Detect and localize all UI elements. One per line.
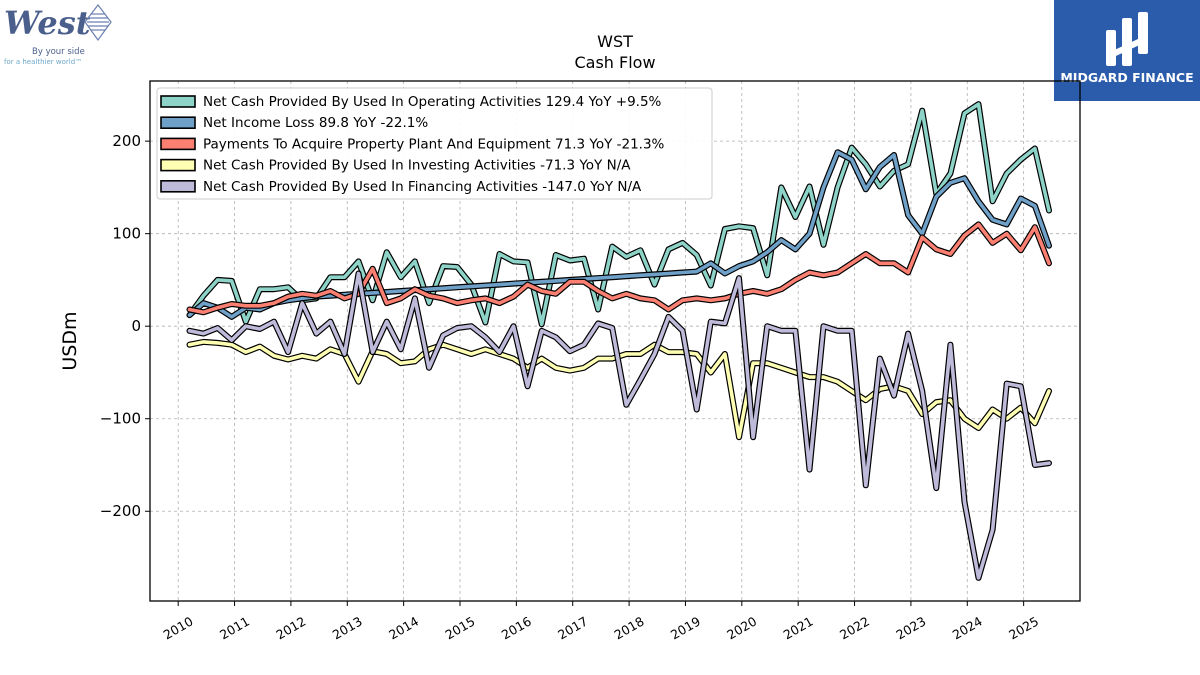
x-tick-label: 2017 bbox=[555, 614, 590, 643]
series-line-3 bbox=[186, 221, 1052, 316]
y-axis-label: USDm bbox=[59, 311, 81, 370]
series-line-stroke bbox=[187, 102, 1051, 327]
series-line-5 bbox=[186, 270, 1052, 581]
x-tick-label: 2010 bbox=[161, 614, 196, 643]
series-line-1 bbox=[186, 101, 1052, 328]
west-logo-diamond-icon bbox=[84, 4, 112, 42]
plot-frame bbox=[149, 80, 1081, 602]
west-logo-tagline-2: for a healthier world™ bbox=[4, 58, 82, 66]
legend-item-3: Payments To Acquire Property Plant And E… bbox=[160, 136, 665, 152]
x-tick-label: 2015 bbox=[442, 614, 477, 643]
x-tick-label: 2011 bbox=[217, 614, 252, 643]
x-tick-label: 2024 bbox=[950, 614, 985, 643]
legend-swatch bbox=[160, 116, 196, 129]
x-tick-label: 2013 bbox=[330, 614, 365, 643]
x-tick-label: 2022 bbox=[837, 614, 872, 643]
legend-label: Payments To Acquire Property Plant And E… bbox=[203, 136, 665, 152]
west-logo-wordmark: West bbox=[4, 4, 91, 42]
x-tick-label: 2016 bbox=[499, 614, 534, 643]
chart-title: WST bbox=[597, 32, 633, 51]
series-lines bbox=[186, 101, 1052, 581]
series-line-stroke bbox=[187, 222, 1051, 315]
legend-box bbox=[156, 87, 713, 200]
midgard-logo-wordmark: MIDGARD FINANCE bbox=[1060, 70, 1193, 85]
legend-label: Net Cash Provided By Used In Operating A… bbox=[203, 94, 662, 110]
legend-swatch bbox=[160, 158, 196, 172]
y-axis-ticks: −200 −100 0 100 200 bbox=[100, 132, 150, 520]
x-tick-label: 2025 bbox=[1006, 614, 1041, 643]
x-axis-ticks: 2010 2011 2012 2013 2014 2015 2016 2017 2018 2019… bbox=[161, 601, 1041, 643]
x-tick-label: 2012 bbox=[273, 614, 308, 643]
series-line-outline bbox=[186, 270, 1052, 581]
y-tick-label: 0 bbox=[131, 317, 141, 335]
legend-label: Net Income Loss 89.8 YoY -22.1% bbox=[203, 115, 428, 131]
x-tick-label: 2021 bbox=[781, 614, 816, 643]
west-logo: West By your side for a healthier world™ bbox=[4, 4, 112, 66]
midgard-logo-mark-icon bbox=[1106, 12, 1148, 66]
x-tick-label: 2019 bbox=[668, 614, 703, 643]
y-tick-label: −200 bbox=[100, 502, 141, 520]
legend-swatch bbox=[160, 95, 196, 108]
x-tick-label: 2023 bbox=[893, 614, 928, 643]
legend-swatch bbox=[160, 180, 196, 193]
midgard-finance-logo: MIDGARD FINANCE bbox=[1054, 0, 1200, 101]
legend-item-5: Net Cash Provided By Used In Financing A… bbox=[160, 179, 642, 195]
legend-label: Net Cash Provided By Used In Financing A… bbox=[203, 179, 642, 195]
x-tick-label: 2014 bbox=[386, 614, 421, 643]
x-tick-label: 2018 bbox=[612, 614, 647, 643]
series-line-stroke bbox=[187, 271, 1051, 580]
legend-item-1: Net Cash Provided By Used In Operating A… bbox=[160, 94, 662, 110]
west-logo-tagline-1: By your side bbox=[32, 47, 85, 57]
legend-swatch bbox=[160, 137, 196, 151]
x-tick-label: 2020 bbox=[724, 614, 759, 643]
legend-label: Net Cash Provided By Used In Investing A… bbox=[203, 158, 631, 174]
legend-item-4: Net Cash Provided By Used In Investing A… bbox=[160, 158, 631, 174]
y-tick-label: 200 bbox=[112, 132, 141, 150]
legend: Net Cash Provided By Used In Operating A… bbox=[156, 87, 713, 200]
chart-subtitle: Cash Flow bbox=[574, 53, 655, 72]
y-tick-label: −100 bbox=[100, 410, 141, 428]
y-tick-label: 100 bbox=[112, 225, 141, 243]
legend-item-2: Net Income Loss 89.8 YoY -22.1% bbox=[160, 115, 428, 131]
